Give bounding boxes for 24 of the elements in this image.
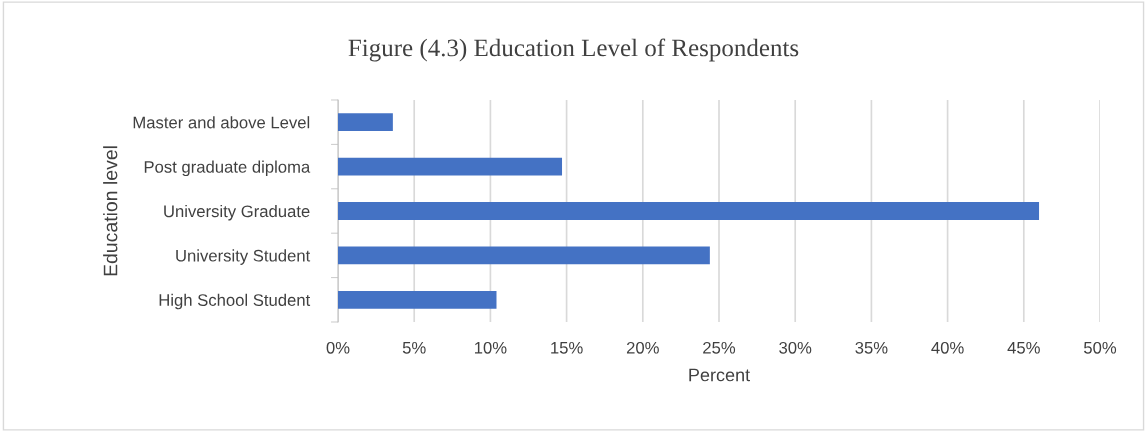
y-tick-label: University Student [176, 249, 311, 265]
x-tick-label: 5% [402, 341, 426, 354]
bar [338, 246, 710, 265]
x-tick-label: 35% [855, 341, 888, 354]
x-tick-label: 10% [474, 341, 507, 354]
x-tick-label: 40% [931, 341, 964, 354]
x-tick-label: 30% [779, 341, 812, 354]
bar [338, 290, 497, 309]
bar [338, 113, 393, 132]
bar [338, 157, 563, 176]
x-tick-label: 20% [626, 341, 659, 354]
y-tick-label: Post graduate diploma [144, 160, 311, 177]
x-tick-label: 45% [1007, 341, 1040, 354]
y-axis-title: Education level [103, 146, 118, 276]
chart-title: Figure (4.3) Education Level of Respondents [348, 38, 799, 62]
x-axis-title: Percent [689, 368, 750, 382]
bar [338, 202, 1040, 220]
y-tick-label: High School Student [159, 293, 311, 310]
x-tick-label: 0% [326, 341, 350, 354]
y-tick-label: Master and above Level [133, 116, 310, 129]
x-tick-label: 25% [703, 341, 736, 354]
x-tick-label: 50% [1083, 341, 1117, 354]
y-tick-label: University Graduate [164, 204, 310, 221]
x-tick-label: 15% [551, 341, 583, 354]
